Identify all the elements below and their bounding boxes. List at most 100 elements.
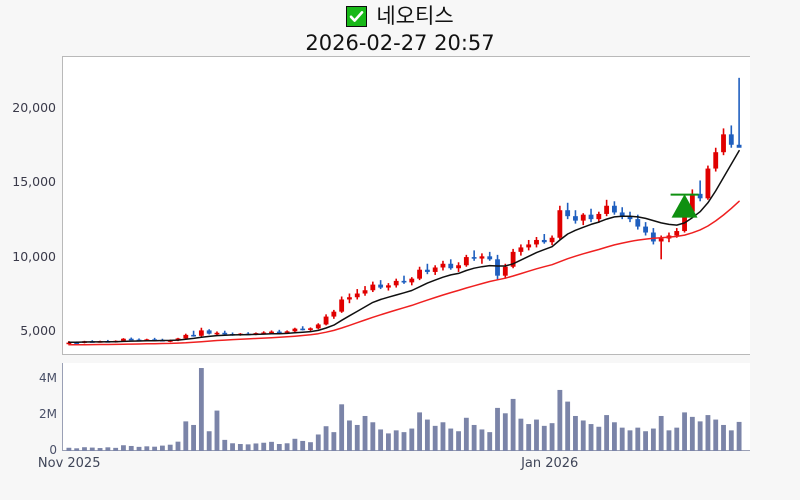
candle-body	[658, 238, 664, 242]
candle-body	[549, 237, 555, 243]
volume-bar	[175, 441, 181, 451]
volume-bar	[728, 430, 734, 451]
candle-body	[175, 338, 181, 341]
volume-bar	[315, 434, 321, 451]
candle-body	[276, 331, 282, 334]
volume-bar	[487, 432, 493, 451]
volume-bar	[253, 443, 259, 451]
page-title: 네오티스	[376, 4, 454, 28]
volume-bar	[136, 446, 142, 451]
candle-body	[541, 239, 547, 243]
candle-body	[128, 338, 134, 341]
candle-body	[424, 269, 430, 272]
candle-body	[214, 332, 220, 335]
volume-chart-panel[interactable]	[62, 363, 750, 451]
volume-bar	[261, 442, 267, 451]
volume-bar	[534, 419, 539, 451]
volume-bar	[627, 430, 633, 451]
candle-body	[526, 244, 532, 248]
candle-body	[573, 216, 578, 221]
volume-bar	[682, 412, 687, 451]
volume-bar	[183, 421, 189, 451]
price-chart-panel[interactable]	[62, 56, 750, 355]
moving-average-line	[68, 149, 740, 344]
volume-bar	[721, 424, 726, 451]
candle-body	[502, 266, 508, 276]
volume-bar	[152, 446, 158, 451]
volume-bar	[160, 445, 165, 451]
volume-bar	[66, 447, 72, 451]
candle-body	[448, 263, 454, 269]
chart-title-row: 네오티스	[0, 2, 800, 30]
volume-bar	[276, 444, 282, 451]
volume-bar	[424, 419, 430, 451]
volume-bar	[144, 446, 150, 451]
candle-body	[378, 284, 384, 288]
volume-bar	[448, 428, 454, 451]
candle-body	[557, 210, 563, 238]
volume-bar	[292, 438, 298, 451]
candle-body	[518, 247, 524, 252]
green-check-icon	[346, 5, 368, 27]
volume-bar	[674, 427, 680, 451]
candle-body	[588, 214, 594, 220]
volume-bar	[74, 448, 80, 451]
volume-bar	[370, 422, 376, 451]
volume-bar	[284, 443, 290, 451]
price-chart-canvas	[66, 77, 742, 346]
volume-chart-canvas	[66, 368, 742, 451]
candle-body	[362, 290, 368, 294]
candle-body	[339, 299, 345, 312]
candle-body	[580, 214, 586, 221]
volume-bar	[612, 422, 617, 451]
volume-bar	[526, 424, 532, 451]
volume-bar	[113, 447, 119, 451]
x-tick-label: Jan 2026	[521, 456, 579, 471]
volume-bar	[573, 415, 578, 451]
buy-signal-triangle	[671, 194, 698, 218]
candle-body	[191, 334, 196, 337]
volume-bar	[705, 415, 711, 451]
candle-body	[713, 152, 719, 169]
volume-bar	[456, 431, 461, 451]
volume-bar	[214, 410, 220, 451]
candle-body	[596, 213, 602, 220]
price-tick-label: 5,000	[20, 323, 56, 339]
volume-bar	[269, 441, 274, 451]
volume-bar	[409, 428, 415, 451]
candle-body	[627, 216, 633, 220]
volume-bar	[479, 429, 485, 451]
candle-body	[121, 338, 126, 341]
volume-bar	[300, 440, 306, 451]
volume-bar	[471, 424, 477, 451]
volume-tick-label: 2M	[39, 407, 57, 422]
volume-bar	[463, 417, 469, 451]
candle-body	[487, 256, 493, 260]
volume-bar	[650, 428, 656, 451]
candle-body	[565, 210, 571, 217]
candle-body	[619, 212, 625, 217]
volume-bar	[121, 445, 126, 451]
volume-bar	[596, 426, 602, 451]
candle-body	[534, 239, 539, 245]
volume-bar	[331, 432, 337, 451]
candle-body	[674, 231, 680, 236]
volume-bar	[643, 431, 648, 451]
candle-body	[728, 134, 734, 145]
volume-bar	[432, 425, 438, 451]
volume-bar	[89, 447, 95, 451]
volume-bar	[347, 420, 352, 451]
volume-tick-label: 4M	[39, 371, 57, 386]
candlestick-group	[66, 77, 742, 345]
candle-body	[682, 211, 687, 232]
volume-bar	[393, 430, 399, 451]
candle-body	[417, 269, 422, 279]
candle-body	[463, 257, 469, 266]
candle-body	[222, 332, 228, 335]
volume-bar	[206, 431, 212, 451]
candle-body	[479, 256, 485, 259]
volume-bar	[417, 412, 422, 451]
volume-bar	[167, 444, 173, 451]
candle-body	[300, 328, 306, 331]
